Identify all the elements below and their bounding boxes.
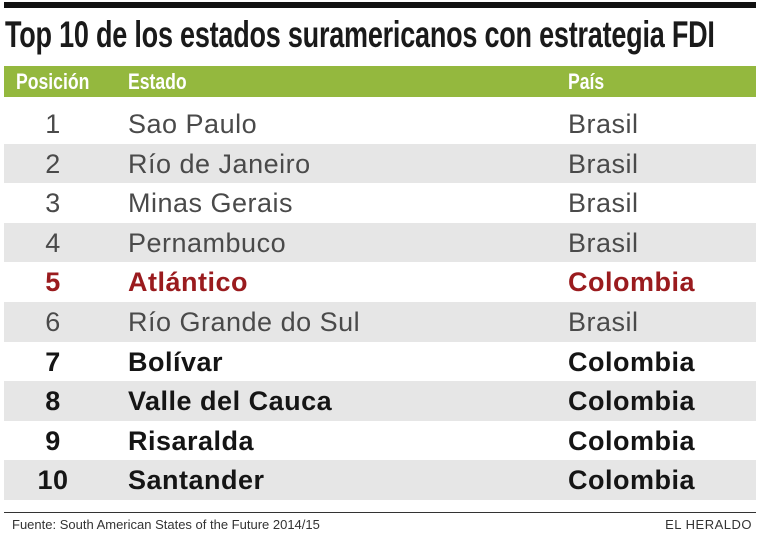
header-cell: Posición — [16, 69, 90, 94]
table-cell: 8 — [45, 386, 61, 417]
footer-rule — [4, 512, 756, 513]
brand: EL HERALDO — [665, 517, 752, 532]
table-cell: Bolívar — [128, 346, 224, 377]
table-cell: Atlántico — [128, 267, 249, 298]
table-cell: Brasil — [568, 148, 639, 179]
table-cell: Colombia — [568, 425, 696, 456]
table-body: 1 Sao Paulo Brasil 2 Río de Janeiro Brasil 3 Mi… — [4, 104, 756, 500]
table-cell: Sao Paulo — [128, 109, 258, 139]
table-row: 5 Atlántico Colombia — [4, 262, 756, 302]
table-row: 2 Río de Janeiro Brasil — [4, 143, 756, 184]
table-cell: Río de Janeiro — [128, 148, 311, 179]
table-row: 9 Risaralda Colombia — [4, 421, 756, 461]
table-cell: 1 — [45, 109, 61, 139]
table-cell: Colombia — [568, 267, 696, 298]
table-cell: Valle del Cauca — [128, 386, 333, 417]
title: Top 10 de los estados suramericanos con … — [5, 14, 715, 55]
source: Fuente: South American States of the Fut… — [12, 517, 320, 532]
table-cell: 7 — [45, 346, 61, 377]
table-row: 6 Río Grande do Sul Brasil — [4, 301, 756, 342]
table-cell: Pernambuco — [128, 227, 287, 258]
header-cell: Estado — [128, 69, 187, 94]
table-cell: 4 — [45, 227, 61, 258]
table-row: 7 Bolívar Colombia — [4, 342, 756, 382]
table-cell: Colombia — [568, 386, 696, 417]
table-cell: 6 — [45, 306, 61, 337]
table-cell: Risaralda — [128, 425, 255, 456]
table-header: Posición Estado País — [4, 66, 756, 97]
table-cell: Brasil — [568, 306, 639, 337]
table-cell: Brasil — [568, 227, 639, 258]
table-cell: Colombia — [568, 346, 696, 377]
table-cell: 10 — [37, 465, 69, 496]
table-row: 3 Minas Gerais Brasil — [4, 183, 756, 223]
table-row: 1 Sao Paulo Brasil — [4, 104, 756, 144]
table-cell: 2 — [45, 148, 61, 179]
table-cell: Brasil — [568, 109, 639, 139]
top-bar — [4, 2, 756, 8]
table-cell: Colombia — [568, 465, 696, 496]
table-row: 8 Valle del Cauca Colombia — [4, 381, 756, 421]
table-cell: Minas Gerais — [128, 188, 294, 219]
table-cell: 5 — [45, 267, 61, 298]
header-cell: País — [568, 69, 605, 94]
table-cell: 3 — [45, 188, 61, 219]
table-cell: Brasil — [568, 188, 639, 219]
table-cell: Santander — [128, 465, 265, 496]
table-row: 4 Pernambuco Brasil — [4, 222, 756, 263]
table-cell: Río Grande do Sul — [128, 306, 361, 337]
table-cell: 9 — [45, 425, 61, 456]
table-row: 10 Santander Colombia — [4, 460, 756, 500]
